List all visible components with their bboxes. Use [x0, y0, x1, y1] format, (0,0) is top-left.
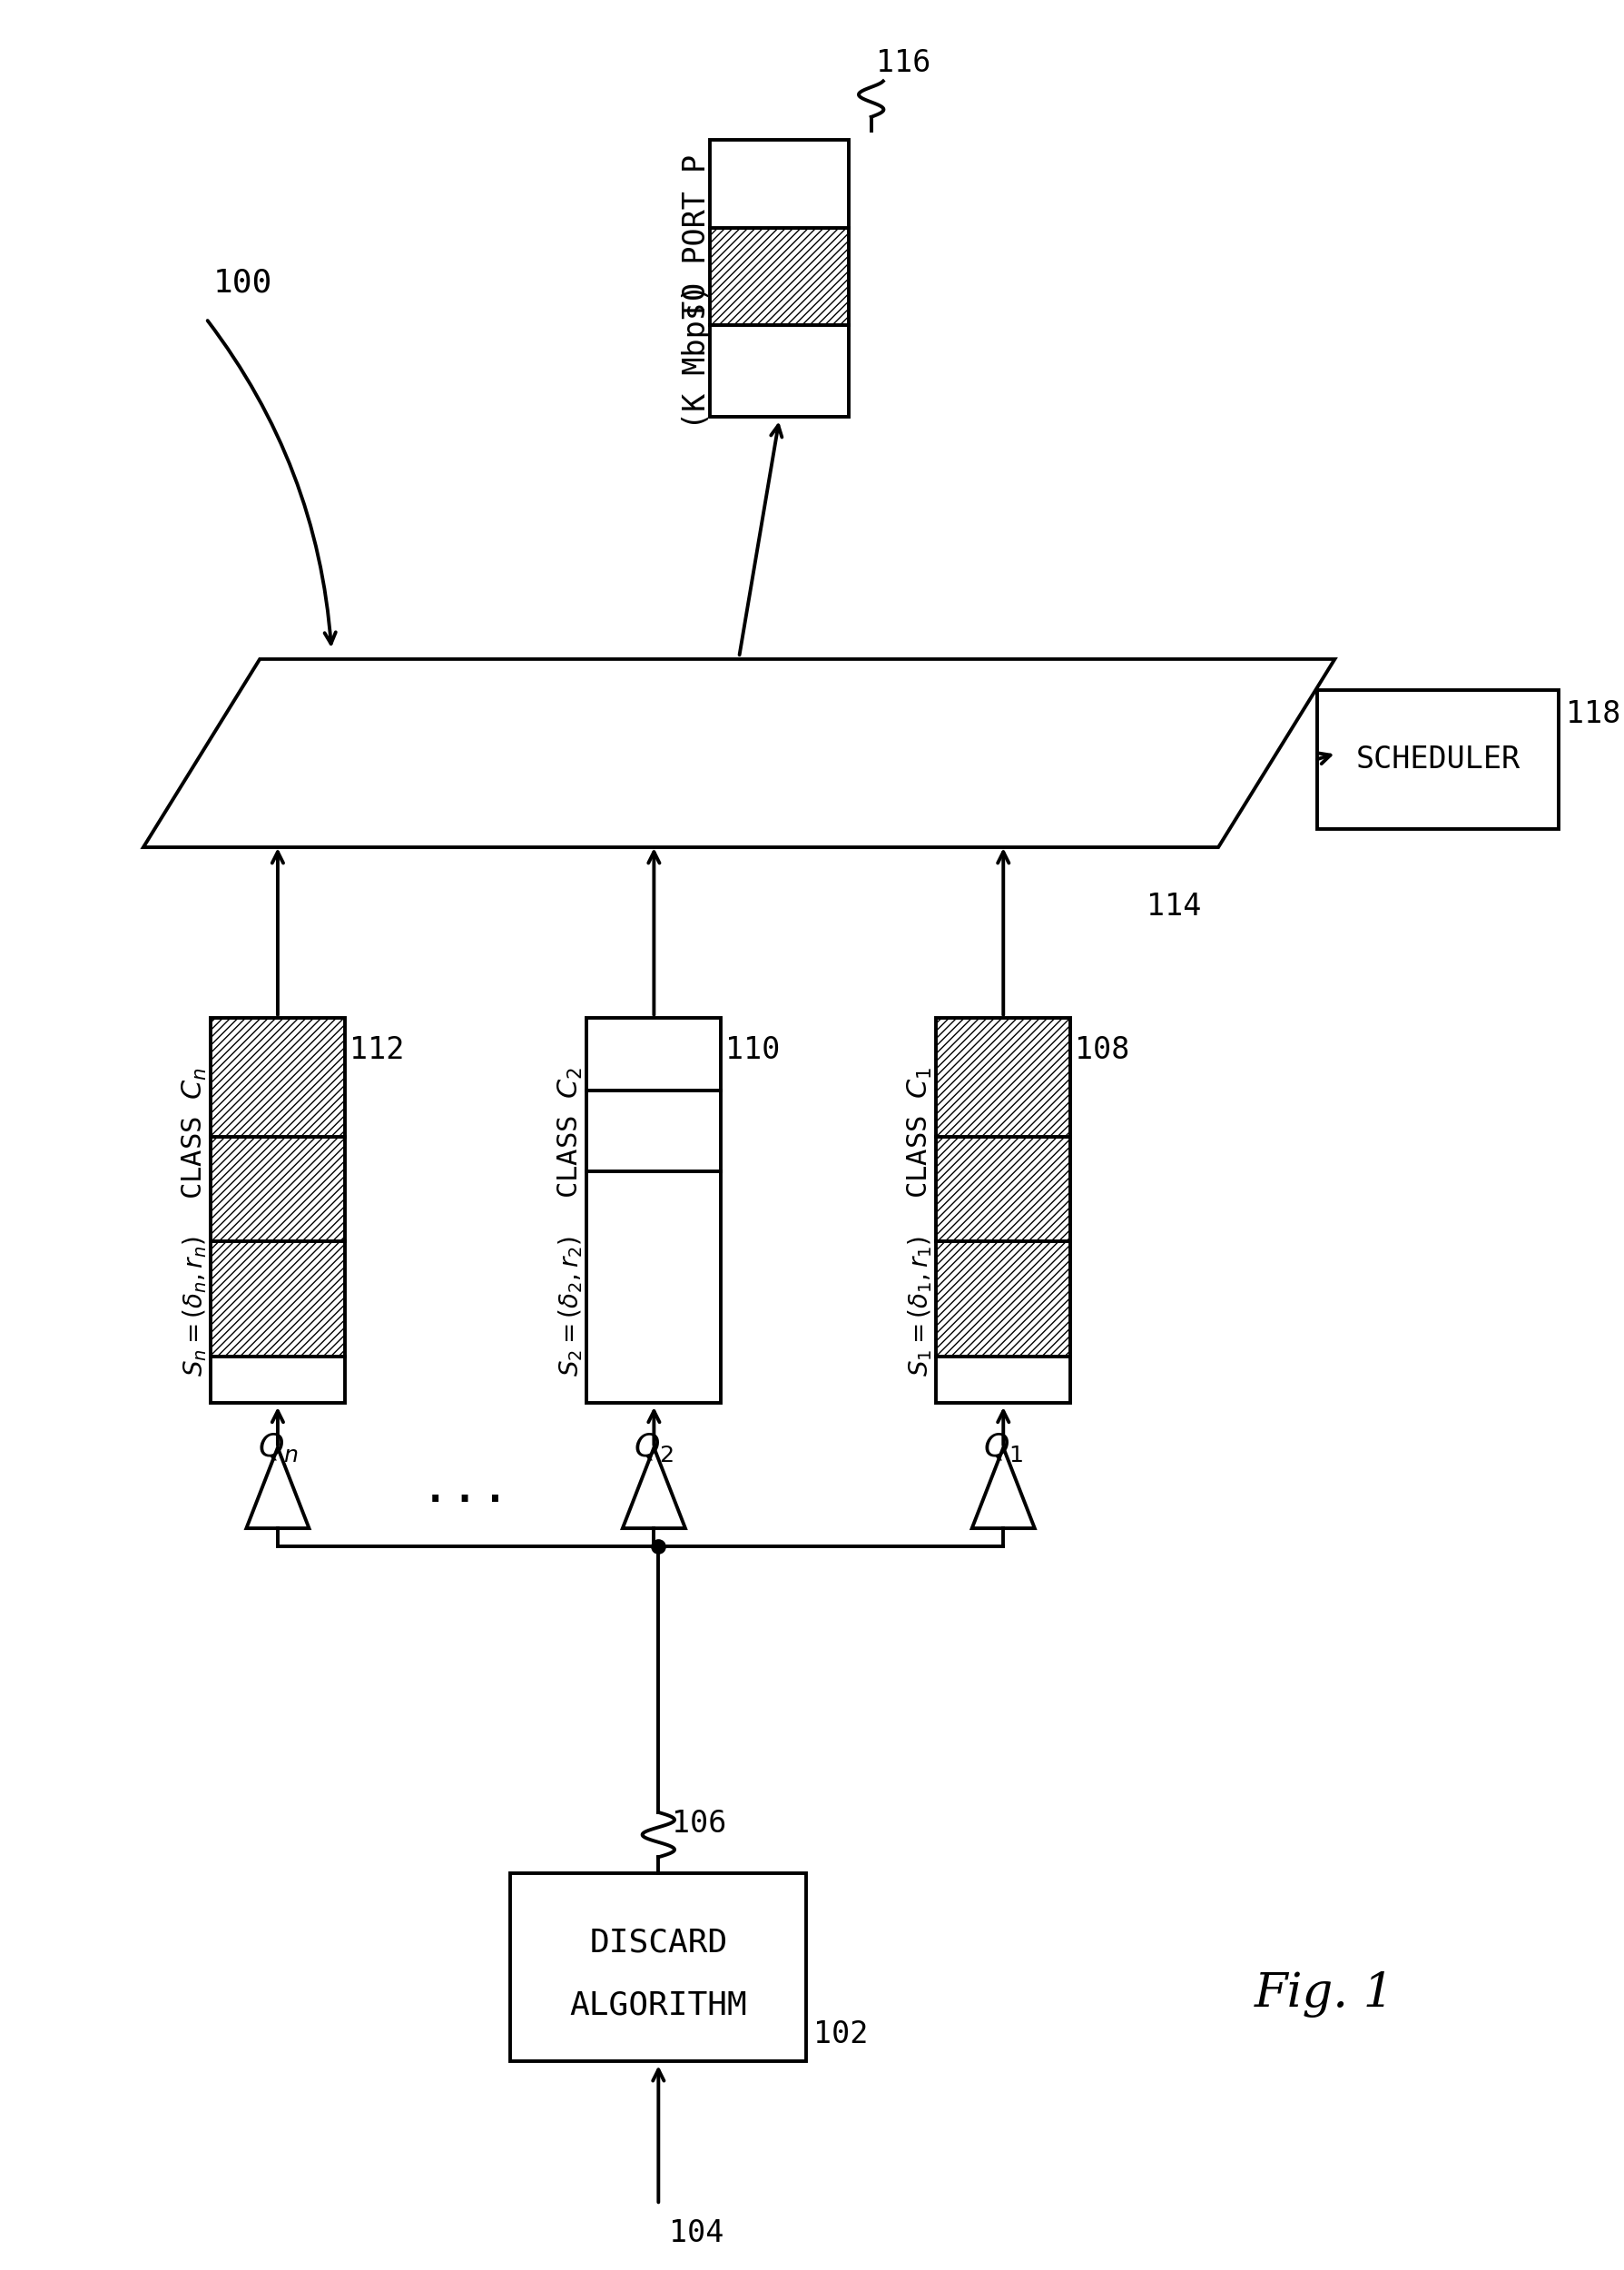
Bar — [935, 1137, 1070, 1242]
Bar — [935, 1242, 1070, 1357]
Text: CLASS $C_n$: CLASS $C_n$ — [180, 1067, 208, 1199]
Text: TO PORT P: TO PORT P — [680, 154, 711, 318]
Polygon shape — [971, 1448, 1034, 1528]
Text: $Q_1$: $Q_1$ — [983, 1432, 1023, 1464]
Bar — [935, 1357, 1070, 1403]
Text: 106: 106 — [671, 1809, 726, 1839]
Text: 114: 114 — [1147, 892, 1200, 922]
Text: CLASS $C_2$: CLASS $C_2$ — [555, 1067, 585, 1199]
Text: $S_2 = (\delta_2, r_2)$: $S_2 = (\delta_2, r_2)$ — [557, 1237, 585, 1378]
Bar — [211, 1137, 344, 1242]
Bar — [710, 229, 848, 325]
Text: 112: 112 — [349, 1035, 404, 1065]
Bar — [710, 325, 848, 418]
Text: $Q_2$: $Q_2$ — [633, 1432, 674, 1464]
Text: ...: ... — [421, 1464, 512, 1512]
Text: $Q_n$: $Q_n$ — [257, 1432, 297, 1464]
Text: DISCARD: DISCARD — [590, 1927, 728, 1959]
Bar — [211, 1357, 344, 1403]
Text: CLASS $C_1$: CLASS $C_1$ — [906, 1067, 934, 1199]
Bar — [586, 1017, 721, 1090]
Bar — [211, 1242, 344, 1357]
Text: 118: 118 — [1566, 699, 1619, 729]
Bar — [935, 1017, 1070, 1137]
Polygon shape — [143, 658, 1333, 847]
Bar — [510, 1873, 806, 2061]
Polygon shape — [622, 1448, 685, 1528]
Text: 102: 102 — [814, 2020, 867, 2050]
Bar — [710, 138, 848, 229]
Text: SCHEDULER: SCHEDULER — [1354, 745, 1518, 774]
Text: $S_1 = (\delta_1, r_1)$: $S_1 = (\delta_1, r_1)$ — [906, 1237, 934, 1378]
Bar — [1315, 690, 1557, 829]
Text: ALGORITHM: ALGORITHM — [570, 1989, 747, 2020]
Text: 116: 116 — [875, 48, 931, 77]
Bar — [586, 1090, 721, 1171]
Text: 100: 100 — [213, 268, 273, 297]
Polygon shape — [247, 1448, 309, 1528]
Text: (K Mbps): (K Mbps) — [680, 284, 711, 429]
Text: 108: 108 — [1075, 1035, 1129, 1065]
Text: $S_n = (\delta_n, r_n)$: $S_n = (\delta_n, r_n)$ — [180, 1237, 208, 1378]
Bar — [586, 1171, 721, 1403]
Text: 104: 104 — [669, 2218, 724, 2247]
Bar — [211, 1017, 344, 1137]
Text: 110: 110 — [726, 1035, 780, 1065]
Text: Fig. 1: Fig. 1 — [1254, 1970, 1393, 2018]
